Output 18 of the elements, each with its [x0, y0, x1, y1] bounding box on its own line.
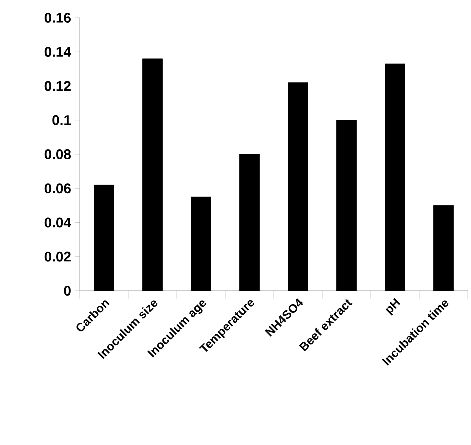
bar: [142, 58, 163, 292]
y-tick-label: 0.16: [44, 13, 71, 23]
bar: [191, 196, 212, 292]
y-tick-label: 0.12: [44, 81, 71, 92]
y-tick-label: 0.04: [44, 218, 72, 228]
y-tick-label: 0.08: [44, 150, 72, 160]
bar: [336, 120, 357, 292]
y-tick-label: 0.02: [44, 252, 71, 262]
y-tick-label: 0.1: [52, 115, 72, 126]
bar: [434, 205, 454, 292]
y-tick-label: 0.06: [44, 184, 71, 194]
bar: [94, 185, 114, 292]
bar: [385, 64, 406, 292]
y-tick-label: 0: [64, 286, 71, 296]
y-tick-label: 0.14: [44, 47, 72, 58]
x-tick-label: pH: [386, 298, 400, 316]
bar: [240, 154, 260, 292]
bar: [288, 82, 308, 292]
